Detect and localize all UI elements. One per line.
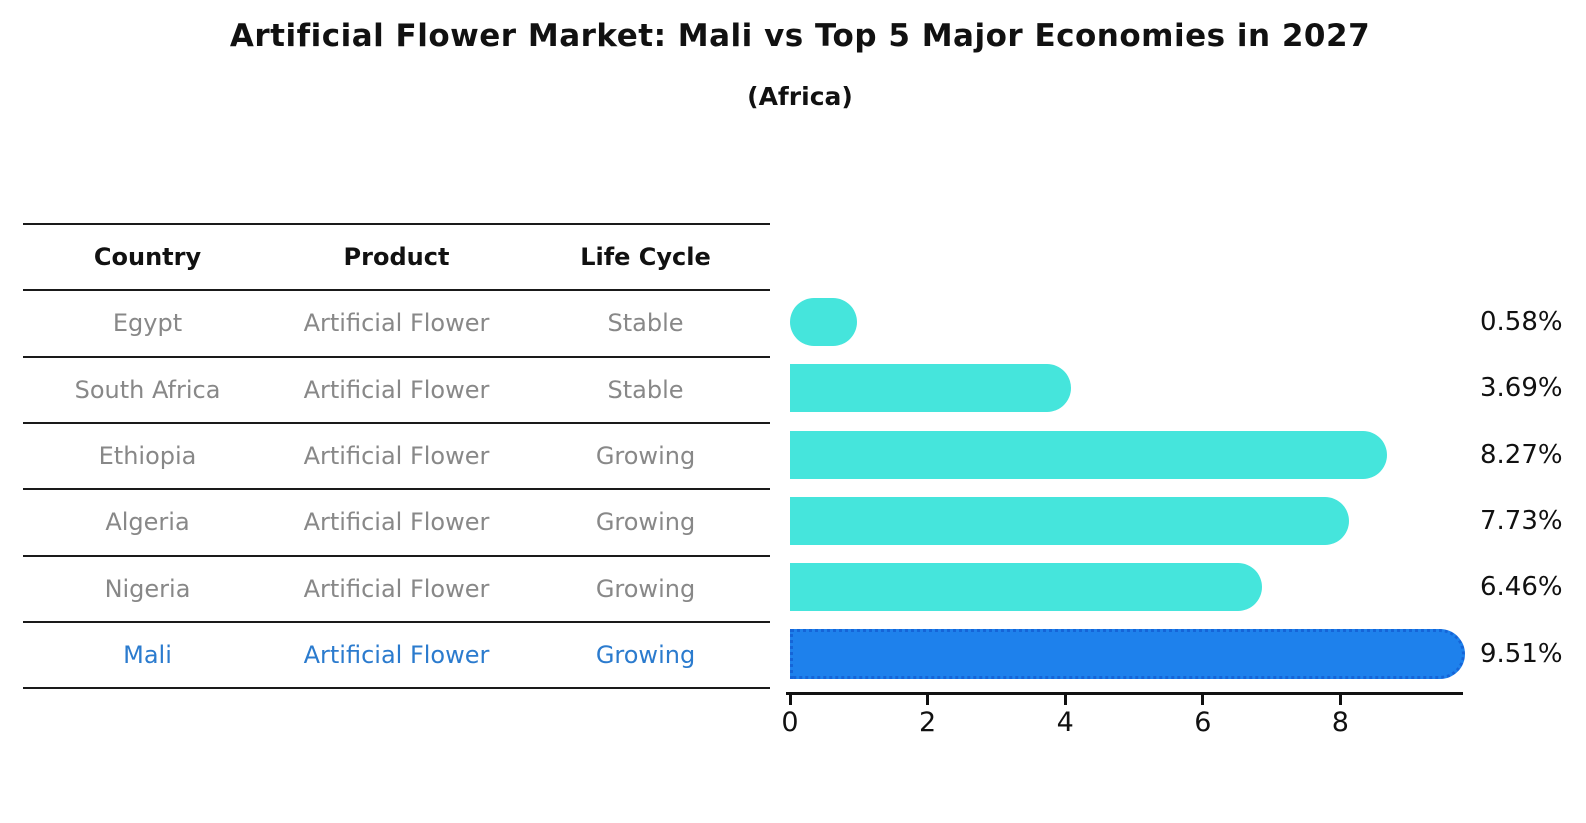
cell-life-cycle: Stable (607, 309, 684, 338)
chart-title: Artificial Flower Market: Mali vs Top 5 … (229, 18, 1371, 54)
x-tick-0: 0 (760, 695, 820, 738)
tick-label: 8 (1331, 707, 1349, 738)
value-label-south-africa: 3.69% (1480, 373, 1563, 404)
bar-mali-highlighted (790, 628, 1465, 679)
bar-egypt (790, 298, 857, 347)
table-row-south-africa: South Africa Artificial Flower Stable (23, 358, 770, 424)
cell-product: Artificial Flower (303, 309, 490, 338)
cell-country: Nigeria (104, 574, 191, 603)
cell-life-cycle: Growing (595, 442, 696, 471)
x-tick-2: 2 (898, 695, 958, 738)
table-row-nigeria: Nigeria Artificial Flower Growing (23, 557, 770, 623)
cell-product: Artificial Flower (303, 641, 490, 670)
cell-life-cycle: Growing (595, 641, 696, 670)
tick-mark (926, 695, 930, 705)
cell-country: Egypt (112, 309, 183, 338)
tick-mark (788, 695, 792, 705)
bar-nigeria (790, 563, 1262, 612)
cell-life-cycle: Stable (607, 375, 684, 404)
cell-life-cycle: Growing (595, 508, 696, 537)
bar-row (790, 355, 1465, 421)
bar-row (790, 554, 1465, 620)
value-label-ethiopia: 8.27% (1480, 439, 1563, 470)
bar-ethiopia (790, 430, 1387, 479)
table-row-mali: Mali Artificial Flower Growing (23, 623, 770, 690)
cell-product: Artificial Flower (303, 508, 490, 537)
tick-label: 0 (781, 707, 799, 738)
x-axis-line (786, 692, 1463, 695)
table-header-row: Country Product Life Cycle (23, 225, 770, 292)
cell-country: Mali (123, 641, 172, 670)
value-label-mali: 9.51% (1480, 638, 1563, 669)
header-product: Product (343, 243, 450, 272)
tick-label: 6 (1194, 707, 1212, 738)
cell-country: South Africa (74, 375, 221, 404)
x-tick-4: 4 (1035, 695, 1095, 738)
bar-row (790, 289, 1465, 355)
tick-mark (1201, 695, 1205, 705)
value-label-algeria: 7.73% (1480, 505, 1563, 536)
tick-label: 4 (1056, 707, 1074, 738)
table-row-ethiopia: Ethiopia Artificial Flower Growing (23, 424, 770, 491)
cell-product: Artificial Flower (303, 574, 490, 603)
table-row-egypt: Egypt Artificial Flower Stable (23, 291, 770, 358)
value-label-egypt: 0.58% (1480, 307, 1563, 337)
bar-row (790, 488, 1465, 554)
table-row-algeria: Algeria Artificial Flower Growing (23, 490, 770, 557)
bar-south-africa (790, 364, 1072, 413)
value-labels: 0.58% 3.69% 8.27% 7.73% 6.46% 9.51% (1480, 289, 1563, 687)
x-tick-6: 6 (1173, 695, 1233, 738)
x-axis-ticks: 0 2 4 6 8 (781, 695, 1463, 755)
tick-label: 2 (919, 707, 937, 738)
cell-country: Algeria (105, 508, 190, 537)
country-table: Country Product Life Cycle Egypt Artific… (23, 223, 770, 690)
tick-mark (1063, 695, 1067, 705)
header-country: Country (93, 243, 202, 272)
value-label-nigeria: 6.46% (1480, 572, 1563, 603)
bar-row (790, 621, 1465, 687)
cell-life-cycle: Growing (595, 574, 696, 603)
cell-product: Artificial Flower (303, 442, 490, 471)
chart-subtitle: (Africa) (747, 82, 853, 111)
bar-algeria (790, 497, 1350, 546)
bar-row (790, 422, 1465, 488)
cell-product: Artificial Flower (303, 375, 490, 404)
cell-country: Ethiopia (98, 442, 197, 471)
tick-mark (1338, 695, 1342, 705)
header-life-cycle: Life Cycle (580, 243, 711, 272)
bar-plot-area (790, 289, 1465, 687)
x-tick-8: 8 (1310, 695, 1370, 738)
